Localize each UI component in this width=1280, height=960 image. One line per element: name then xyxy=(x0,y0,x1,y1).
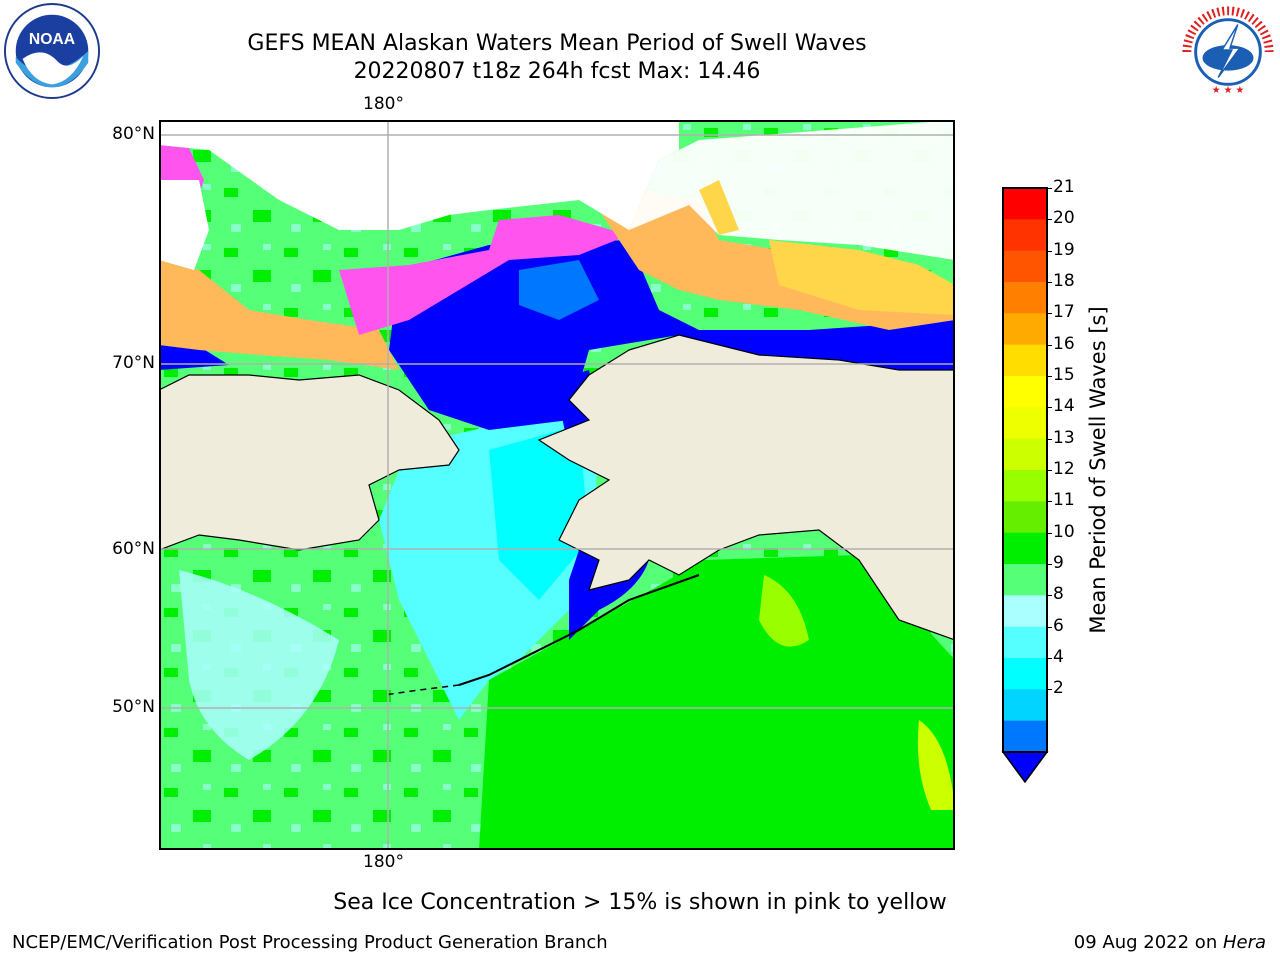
colorbar xyxy=(1001,187,1049,784)
colorbar-segment xyxy=(1003,595,1047,628)
map-gridlines xyxy=(159,120,955,850)
colorbar-tick-label: 10 xyxy=(1053,521,1075,542)
colorbar-segment xyxy=(1003,532,1047,565)
map-frame xyxy=(159,120,955,850)
chart-title: GEFS MEAN Alaskan Waters Mean Period of … xyxy=(247,31,867,56)
open-area-white xyxy=(159,120,679,230)
footer-date: 09 Aug 2022 on Hera xyxy=(1074,932,1266,953)
colorbar-segment xyxy=(1003,720,1047,753)
swell-region-10-11s xyxy=(479,555,955,850)
colorbar-tick-label: 19 xyxy=(1053,239,1075,260)
colorbar-tick-label: 4 xyxy=(1053,647,1064,667)
lat-label-70: 70°N xyxy=(112,353,155,373)
colorbar-segment xyxy=(1003,376,1047,408)
colorbar-tick-label: 12 xyxy=(1053,459,1075,479)
footer-producer: NCEP/EMC/Verification Post Processing Pr… xyxy=(12,932,608,953)
lat-label-50: 50°N xyxy=(112,697,155,717)
swell-region-4s xyxy=(519,260,599,320)
sea-ice-pink-central xyxy=(339,215,629,335)
sea-ice-yellow-ne xyxy=(769,240,955,315)
colorbar-tick-mark xyxy=(1047,501,1052,503)
colorbar-tick-label: 9 xyxy=(1053,553,1064,573)
swell-period-map xyxy=(159,120,955,850)
noaa-logo: NOAA xyxy=(3,2,101,100)
colorbar-segment xyxy=(1003,407,1047,440)
colorbar-segment xyxy=(1003,470,1047,502)
colorbar-tick-label: 17 xyxy=(1053,302,1075,323)
swell-region-9s-west xyxy=(179,570,339,760)
sea-ice-yellow-patch xyxy=(699,180,739,235)
colorbar-tick-label: 2 xyxy=(1053,678,1064,699)
colorbar-label: Mean Period of Swell Waves [s] xyxy=(1086,306,1110,634)
lon-label-bottom: 180° xyxy=(363,852,404,872)
colorbar-segment xyxy=(1003,501,1047,534)
colorbar-tick-mark xyxy=(1047,219,1052,221)
colorbar-segment xyxy=(1003,313,1047,346)
colorbar-extend-triangle xyxy=(1001,751,1049,784)
colorbar-tick-label: 20 xyxy=(1053,208,1075,229)
colorbar-tick-mark xyxy=(1047,376,1052,377)
colorbar-segment xyxy=(1003,219,1047,252)
sea-ice-note: Sea Ice Concentration > 15% is shown in … xyxy=(333,890,947,915)
sea-ice-orange-west xyxy=(159,260,399,370)
swell-region-6s xyxy=(489,425,589,600)
lat-label-60: 60°N xyxy=(112,539,155,559)
colorbar-tick-mark xyxy=(1047,595,1052,597)
footer-machine: Hera xyxy=(1222,932,1266,953)
colorbar-segment xyxy=(1003,689,1047,722)
lon-label-top: 180° xyxy=(363,94,404,114)
colorbar-tick-label: 8 xyxy=(1053,584,1064,605)
colorbar-tick-label: 18 xyxy=(1053,271,1075,291)
swell-region-12s xyxy=(759,575,809,647)
colorbar-tick-label: 6 xyxy=(1053,615,1064,636)
swell-region-13s xyxy=(917,720,955,810)
noaa-logo-text: NOAA xyxy=(29,31,75,48)
colorbar-tick-label: 11 xyxy=(1053,490,1075,511)
land-siberia xyxy=(159,374,460,551)
colorbar-tick-mark xyxy=(1047,532,1052,534)
swell-region-2s-siberia xyxy=(159,340,229,370)
chart-subtitle: 20220807 t18z 264h fcst Max: 14.46 xyxy=(353,59,761,84)
colorbar-tick-mark xyxy=(1047,188,1052,189)
colorbar-segment xyxy=(1003,626,1047,659)
colorbar-tick-label: 13 xyxy=(1053,427,1075,448)
colorbar-tick-label: 16 xyxy=(1053,333,1075,354)
colorbar-tick-label: 14 xyxy=(1053,396,1075,417)
colorbar-segment xyxy=(1003,282,1047,314)
colorbar-segment xyxy=(1003,188,1047,220)
colorbar-tick-mark xyxy=(1047,407,1052,409)
colorbar-tick-mark xyxy=(1047,250,1052,252)
footer-date-text: 09 Aug 2022 on xyxy=(1073,932,1223,953)
colorbar-tick-mark xyxy=(1047,344,1052,346)
colorbar-segment xyxy=(1003,344,1047,377)
colorbar-segment xyxy=(1003,564,1047,596)
colorbar-tick-mark xyxy=(1047,313,1052,315)
open-area-white-ne xyxy=(629,120,955,260)
colorbar-tick-mark xyxy=(1047,626,1052,628)
nws-logo: ★ ★ ★ xyxy=(1180,4,1276,100)
aleutian-islands xyxy=(458,574,700,686)
colorbar-segment xyxy=(1003,438,1047,471)
colorbar-tick-mark xyxy=(1047,564,1052,565)
lat-label-80: 80°N xyxy=(112,124,155,144)
colorbar-tick-mark xyxy=(1047,689,1052,691)
colorbar-segment xyxy=(1003,250,1047,283)
colorbar-tick-label: 21 xyxy=(1053,177,1075,197)
colorbar-tick-mark xyxy=(1047,282,1052,283)
land-alaska xyxy=(537,334,955,641)
colorbar-tick-mark xyxy=(1047,658,1052,659)
colorbar-tick-label: 15 xyxy=(1053,365,1075,385)
sea-ice-white-west xyxy=(159,180,209,270)
svg-text:★ ★ ★: ★ ★ ★ xyxy=(1212,85,1245,96)
colorbar-tick-mark xyxy=(1047,470,1052,471)
colorbar-segment xyxy=(1003,658,1047,690)
colorbar-tick-mark xyxy=(1047,438,1052,440)
